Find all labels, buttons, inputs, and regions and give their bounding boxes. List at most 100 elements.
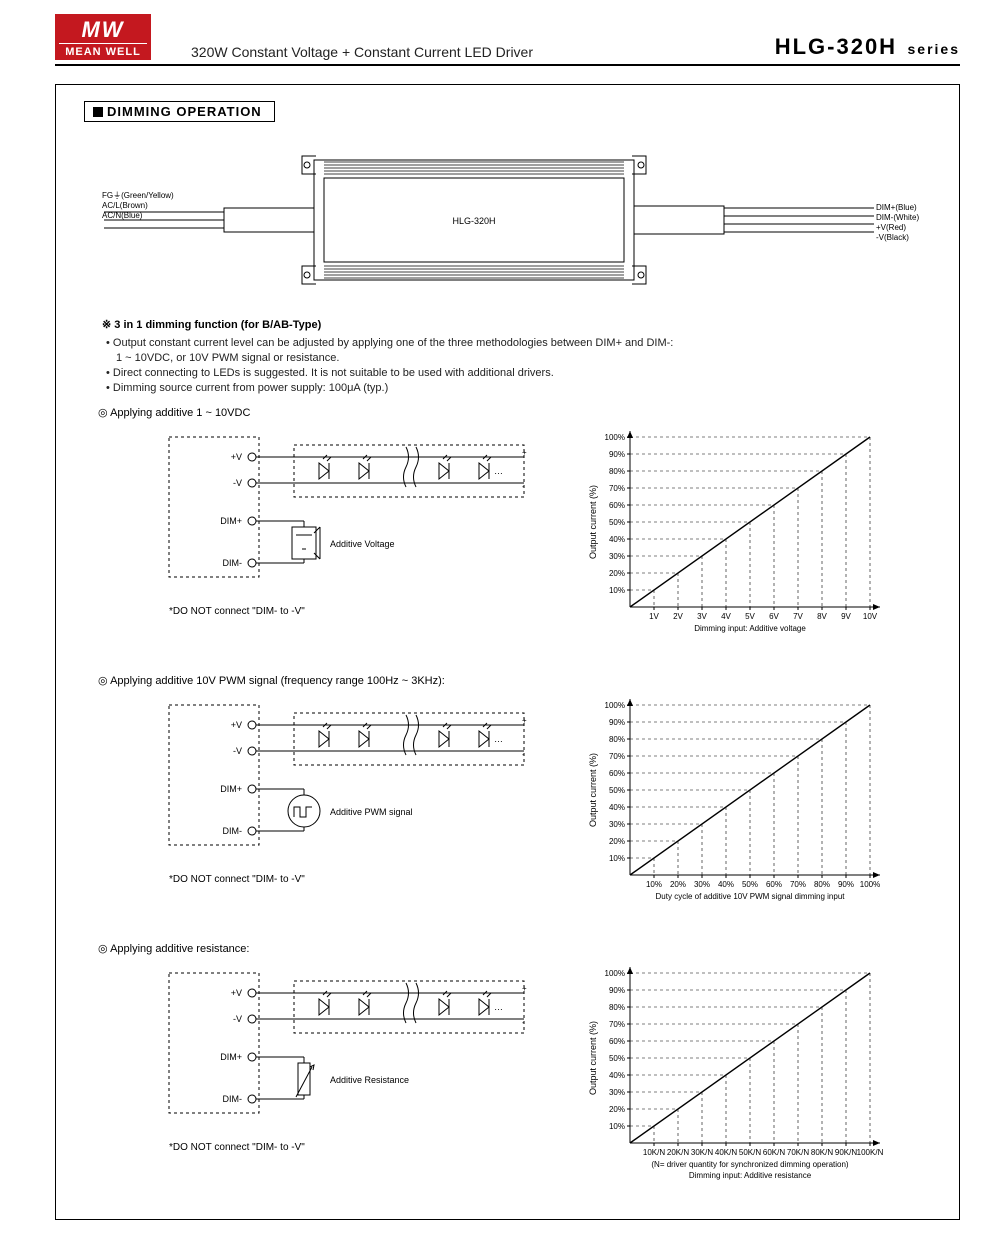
svg-text:Additive PWM signal: Additive PWM signal (330, 807, 413, 817)
svg-text:100%: 100% (860, 880, 880, 889)
svg-text:…: … (494, 734, 503, 744)
svg-text:10%: 10% (646, 880, 662, 889)
svg-text:20%: 20% (609, 569, 625, 578)
svg-text:40K/N: 40K/N (715, 1148, 737, 1157)
svg-text:DIM+: DIM+ (220, 784, 242, 794)
svg-text:10%: 10% (609, 854, 625, 863)
svg-text:+: + (522, 448, 527, 457)
svg-text:80%: 80% (609, 467, 625, 476)
method-title-1: Applying additive 10V PWM signal (freque… (98, 674, 941, 687)
driver-diagram: FG⏚(Green/Yellow) AC/L(Brown) AC/N(Blue) (84, 150, 941, 290)
circuit-0: +V-VDIM+DIM-+-…Additive Voltage (124, 427, 544, 597)
svg-text:2V: 2V (673, 612, 683, 621)
svg-text:7V: 7V (793, 612, 803, 621)
chart-0: 10%20%30%40%50%60%70%80%90%100%1V2V3V4V5… (574, 427, 924, 657)
svg-text:Output current (%): Output current (%) (588, 753, 598, 827)
svg-text:-V(Black): -V(Black) (876, 233, 909, 242)
svg-text:…: … (494, 466, 503, 476)
svg-text:DIM+: DIM+ (220, 1052, 242, 1062)
svg-text:+: + (522, 716, 527, 725)
svg-text:FG⏚(Green/Yellow): FG⏚(Green/Yellow) (102, 191, 174, 200)
note-2: *DO NOT connect "DIM- to -V" (169, 1142, 574, 1153)
svg-text:50K/N: 50K/N (739, 1148, 761, 1157)
svg-text:DIM+: DIM+ (220, 516, 242, 526)
method-title-0: Applying additive 1 ~ 10VDC (98, 406, 941, 419)
svg-text:Output current (%): Output current (%) (588, 1021, 598, 1095)
svg-text:DIM+(Blue): DIM+(Blue) (876, 203, 917, 212)
note-1: *DO NOT connect "DIM- to -V" (169, 874, 574, 885)
svg-text:+V(Red): +V(Red) (876, 223, 906, 232)
svg-text:20%: 20% (609, 1105, 625, 1114)
svg-text:DIM-: DIM- (223, 1094, 243, 1104)
svg-text:3V: 3V (697, 612, 707, 621)
svg-text:90%: 90% (609, 450, 625, 459)
svg-text:90%: 90% (609, 718, 625, 727)
svg-text:20%: 20% (609, 837, 625, 846)
svg-text:DIM-: DIM- (223, 558, 243, 568)
svg-text:1V: 1V (649, 612, 659, 621)
svg-text:20%: 20% (670, 880, 686, 889)
svg-text:-V: -V (233, 1014, 242, 1024)
svg-text:+: + (522, 984, 527, 993)
svg-text:AC/L(Brown): AC/L(Brown) (102, 201, 148, 210)
svg-text:70%: 70% (609, 484, 625, 493)
svg-text:60%: 60% (609, 769, 625, 778)
svg-text:30%: 30% (609, 552, 625, 561)
svg-text:80%: 80% (814, 880, 830, 889)
svg-text:100%: 100% (605, 701, 625, 710)
svg-text:30%: 30% (609, 1088, 625, 1097)
header-title: 320W Constant Voltage + Constant Current… (191, 44, 775, 60)
svg-text:40%: 40% (718, 880, 734, 889)
svg-text:100K/N: 100K/N (857, 1148, 884, 1157)
svg-text:100%: 100% (605, 433, 625, 442)
svg-text:60%: 60% (609, 501, 625, 510)
note-0: *DO NOT connect "DIM- to -V" (169, 606, 574, 617)
logo-bottom: MEAN WELL (59, 43, 147, 58)
svg-text:6V: 6V (769, 612, 779, 621)
svg-text:8V: 8V (817, 612, 827, 621)
svg-text:…: … (494, 1002, 503, 1012)
svg-text:30%: 30% (694, 880, 710, 889)
svg-text:Output current (%): Output current (%) (588, 485, 598, 559)
svg-text:90K/N: 90K/N (835, 1148, 857, 1157)
svg-text:60K/N: 60K/N (763, 1148, 785, 1157)
circuit-2: +V-VDIM+DIM-+-…Additive Resistance (124, 963, 544, 1133)
circuit-1: +V-VDIM+DIM-+-…Additive PWM signal (124, 695, 544, 865)
svg-text:50%: 50% (609, 1054, 625, 1063)
svg-text:10%: 10% (609, 586, 625, 595)
svg-text:Duty cycle of additive 10V PWM: Duty cycle of additive 10V PWM signal di… (656, 892, 846, 901)
svg-text:(N= driver quantity for synchr: (N= driver quantity for synchronized dim… (651, 1160, 849, 1169)
method-row-1: +V-VDIM+DIM-+-…Additive PWM signal *DO N… (84, 695, 941, 930)
page-header: MW MEAN WELL 320W Constant Voltage + Con… (55, 14, 960, 66)
svg-text:40%: 40% (609, 803, 625, 812)
fn-line-3: Dimming source current from power supply… (106, 382, 941, 394)
svg-text:70K/N: 70K/N (787, 1148, 809, 1157)
svg-text:Dimming input: Additive resist: Dimming input: Additive resistance (689, 1171, 812, 1180)
svg-text:-V: -V (233, 478, 242, 488)
chart-1: 10%20%30%40%50%60%70%80%90%100%10%20%30%… (574, 695, 924, 925)
svg-text:90%: 90% (838, 880, 854, 889)
svg-text:40%: 40% (609, 535, 625, 544)
svg-text:-: - (522, 1018, 525, 1027)
svg-text:HLG-320H: HLG-320H (452, 216, 495, 226)
fn-line-2: Direct connecting to LEDs is suggested. … (106, 367, 941, 379)
svg-text:60%: 60% (766, 880, 782, 889)
svg-text:80K/N: 80K/N (811, 1148, 833, 1157)
svg-text:20K/N: 20K/N (667, 1148, 689, 1157)
svg-text:10%: 10% (609, 1122, 625, 1131)
svg-text:DIM-(White): DIM-(White) (876, 213, 919, 222)
svg-text:-: - (522, 750, 525, 759)
fn-line-0: Output constant current level can be adj… (106, 337, 941, 349)
logo-top: MW (55, 19, 151, 41)
method-title-2: Applying additive resistance: (98, 942, 941, 955)
svg-text:10K/N: 10K/N (643, 1148, 665, 1157)
svg-text:60%: 60% (609, 1037, 625, 1046)
fn-line-1: 1 ~ 10VDC, or 10V PWM signal or resistan… (116, 352, 941, 364)
chart-2: 10%20%30%40%50%60%70%80%90%100%10K/N20K/… (574, 963, 924, 1213)
svg-text:Dimming input: Additive voltag: Dimming input: Additive voltage (694, 624, 806, 633)
svg-text:100%: 100% (605, 969, 625, 978)
svg-text:50%: 50% (742, 880, 758, 889)
svg-text:80%: 80% (609, 1003, 625, 1012)
svg-text:-V: -V (233, 746, 242, 756)
svg-text:+V: +V (231, 720, 242, 730)
